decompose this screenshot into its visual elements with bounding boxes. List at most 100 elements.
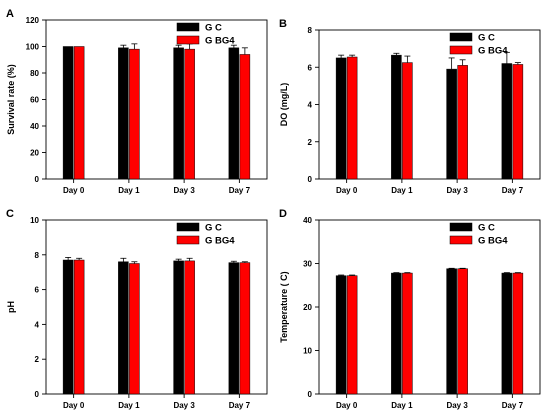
chart-b-ytick-label: 0 xyxy=(308,175,313,184)
chart-a-ytick-label: 80 xyxy=(30,69,39,78)
chart-a-legend-label: G C xyxy=(205,23,222,34)
chart-c-xtick-label: Day 1 xyxy=(118,401,140,410)
chart-b-legend-label: G BG4 xyxy=(478,46,508,57)
chart-b-ytick-label: 8 xyxy=(308,26,313,35)
chart-a-bar xyxy=(129,48,140,180)
chart-a-legend-label: G BG4 xyxy=(205,36,235,47)
chart-a-ytick-label: 20 xyxy=(30,149,39,158)
chart-a-bar xyxy=(73,46,85,180)
chart-c-bar xyxy=(173,260,184,395)
chart-d-xtick-label: Day 7 xyxy=(502,401,524,410)
chart-b-bar xyxy=(391,54,402,180)
chart-d-xtick-label: Day 1 xyxy=(391,401,413,410)
chart-b-xtick-label: Day 0 xyxy=(336,186,358,195)
chart-d-xtick-label: Day 3 xyxy=(446,401,468,410)
chart-a-xtick-label: Day 3 xyxy=(173,186,195,195)
chart-b-ylabel: DO (mg/L) xyxy=(279,83,289,127)
chart-d-bar xyxy=(501,272,513,395)
chart-c-bar xyxy=(118,261,129,395)
chart-b-ytick-label: 2 xyxy=(308,138,313,147)
chart-d-bar xyxy=(446,268,457,395)
chart-d-ytick-label: 30 xyxy=(303,260,312,269)
chart-b-bar xyxy=(512,64,524,180)
chart-d-bar xyxy=(457,268,468,395)
chart-b-ytick-label: 4 xyxy=(308,101,313,110)
chart-a-xtick-label: Day 0 xyxy=(63,186,85,195)
chart-c-bar xyxy=(228,262,240,395)
chart-a-bar xyxy=(118,47,129,180)
chart-a-xtick-label: Day 1 xyxy=(118,186,140,195)
chart-c-ylabel: pH xyxy=(6,301,16,313)
chart-d-ytick-label: 10 xyxy=(303,347,312,356)
chart-a-bar xyxy=(173,47,184,180)
chart-a-group: 0 20 40 60 80 100 120 Survival rate (%) A Day 0 Da… xyxy=(6,8,268,195)
chart-b-legend-label: G C xyxy=(478,33,495,44)
chart-a-ytick-label: 100 xyxy=(26,43,40,52)
chart-c-legend-label: G BG4 xyxy=(205,236,235,247)
chart-d-legend-label: G BG4 xyxy=(478,236,508,247)
chart-c-bar xyxy=(73,259,85,395)
chart-b-legend-swatch xyxy=(449,45,473,55)
chart-b-xtick-label: Day 7 xyxy=(502,186,524,195)
chart-c-bar xyxy=(62,259,74,395)
chart-a-panel-letter: A xyxy=(6,8,14,20)
chart-a-ylabel: Survival rate (%) xyxy=(6,64,16,135)
chart-b-bar xyxy=(457,65,468,180)
chart-a-ytick-label: 40 xyxy=(30,122,39,131)
chart-a-bar xyxy=(62,46,74,180)
chart-d-legend-label: G C xyxy=(478,223,495,234)
chart-c-ytick-label: 10 xyxy=(30,216,39,225)
chart-c-xtick-label: Day 3 xyxy=(173,401,195,410)
chart-c-xtick-label: Day 0 xyxy=(63,401,85,410)
chart-b-bar xyxy=(346,56,358,180)
chart-a-legend-swatch xyxy=(176,35,200,45)
chart-c-legend-swatch xyxy=(176,235,200,245)
chart-c-ytick-label: 4 xyxy=(35,320,40,329)
chart-b-group: 0 2 4 6 8 DO (mg/L) B Day 0 Day 1 Day 3 Day 7 G C G … xyxy=(279,18,541,195)
chart-a-bar xyxy=(228,47,240,180)
chart-a-xtick-label: Day 7 xyxy=(229,186,251,195)
chart-d-bar xyxy=(391,272,402,395)
chart-d-group: 0 10 20 30 40 Temperature ( C) D Day 0 Day 1 Day … xyxy=(279,208,541,410)
chart-b-ytick-label: 6 xyxy=(308,63,313,72)
chart-c-panel-letter: C xyxy=(6,208,14,220)
chart-c-plot-frame xyxy=(45,219,268,395)
chart-b-panel-letter: B xyxy=(279,18,287,30)
chart-d-panel-letter: D xyxy=(279,208,287,220)
chart-b-xtick-label: Day 1 xyxy=(391,186,413,195)
chart-c-group: 0 2 4 6 8 10 pH C Day 0 Day 1 Day 3 Day 7 G C G BG4 xyxy=(6,208,268,410)
chart-c-bar xyxy=(239,262,251,395)
chart-c-xtick-label: Day 7 xyxy=(229,401,251,410)
chart-a-bar xyxy=(239,54,251,180)
chart-a-bar xyxy=(184,48,195,180)
chart-d-bar xyxy=(402,272,413,395)
chart-b-legend-swatch xyxy=(449,32,473,42)
chart-a-ytick-label: 60 xyxy=(30,96,39,105)
chart-d-ytick-label: 0 xyxy=(308,390,313,399)
chart-d-ytick-label: 20 xyxy=(303,303,312,312)
chart-d-bar xyxy=(512,272,524,395)
chart-a-ytick-label: 120 xyxy=(26,16,40,25)
chart-a-legend-swatch xyxy=(176,22,200,32)
chart-c-legend-label: G C xyxy=(205,223,222,234)
chart-c-ytick-label: 8 xyxy=(35,251,40,260)
chart-b-bar xyxy=(335,57,347,180)
chart-d-ylabel: Temperature ( C) xyxy=(279,271,289,342)
chart-c-ytick-label: 6 xyxy=(35,286,40,295)
chart-a-ytick-label: 0 xyxy=(35,175,40,184)
chart-d-xtick-label: Day 0 xyxy=(336,401,358,410)
chart-c-ytick-label: 0 xyxy=(35,390,40,399)
chart-d-legend-swatch xyxy=(449,235,473,245)
chart-b-bar xyxy=(446,68,457,180)
chart-d-legend-swatch xyxy=(449,222,473,232)
chart-d-bar xyxy=(335,275,347,395)
chart-b-bar xyxy=(402,62,413,180)
chart-b-bar xyxy=(501,63,513,180)
chart-c-bar xyxy=(184,260,195,395)
chart-c-ytick-label: 2 xyxy=(35,355,40,364)
chart-b-xtick-label: Day 3 xyxy=(446,186,468,195)
chart-d-bar xyxy=(346,275,358,395)
chart-c-legend-swatch xyxy=(176,222,200,232)
chart-c-bar xyxy=(129,263,140,395)
